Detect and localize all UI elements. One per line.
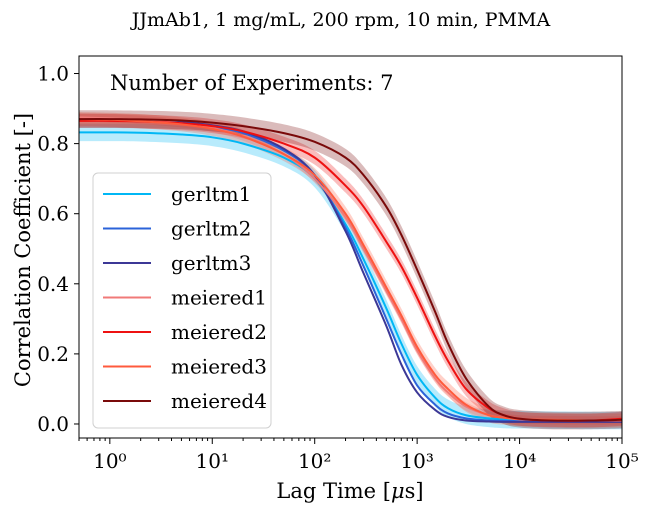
x-axis-label: Lag Time [μs] <box>276 479 423 503</box>
x-tick-label: 10⁴ <box>503 449 536 473</box>
y-tick-label: 1.0 <box>37 62 69 86</box>
legend-box <box>92 172 272 429</box>
y-axis-label: Correlation Coefficient [-] <box>11 113 35 387</box>
plot-area <box>79 110 622 430</box>
series-line-meiered3 <box>79 118 622 422</box>
series-line-meiered4 <box>79 118 622 422</box>
x-tick-label: 10³ <box>400 449 433 473</box>
legend-label-meiered1: meiered1 <box>171 286 267 310</box>
x-tick-label: 10² <box>298 449 331 473</box>
legend-label-gerltm1: gerltm1 <box>171 182 251 206</box>
legend-label-meiered4: meiered4 <box>171 389 267 413</box>
x-tick-label: 10¹ <box>196 449 229 473</box>
x-tick-label: 10⁰ <box>93 449 126 473</box>
y-tick-label: 0.4 <box>37 272 69 296</box>
series-line-gerltm3 <box>79 118 622 423</box>
legend-label-meiered2: meiered2 <box>171 320 267 344</box>
y-tick-label: 0.2 <box>37 342 69 366</box>
legend: gerltm1 gerltm2 gerltm3 meiered1 meiered2 mei… <box>92 172 272 429</box>
legend-label-gerltm2: gerltm2 <box>171 217 251 241</box>
experiment-count-annotation: Number of Experiments: 7 <box>110 71 393 95</box>
chart-title: JJmAb1, 1 mg/mL, 200 rpm, 10 min, PMMA <box>130 9 551 31</box>
plot-frame <box>78 55 623 439</box>
legend-label-gerltm3: gerltm3 <box>171 251 251 275</box>
legend-label-meiered3: meiered3 <box>171 355 267 379</box>
y-tick-label: 0.0 <box>37 412 69 436</box>
y-tick-label: 0.8 <box>37 132 69 156</box>
x-tick-label: 10⁵ <box>605 449 638 473</box>
series-line-gerltm1 <box>79 131 622 422</box>
y-tick-label: 0.6 <box>37 202 69 226</box>
